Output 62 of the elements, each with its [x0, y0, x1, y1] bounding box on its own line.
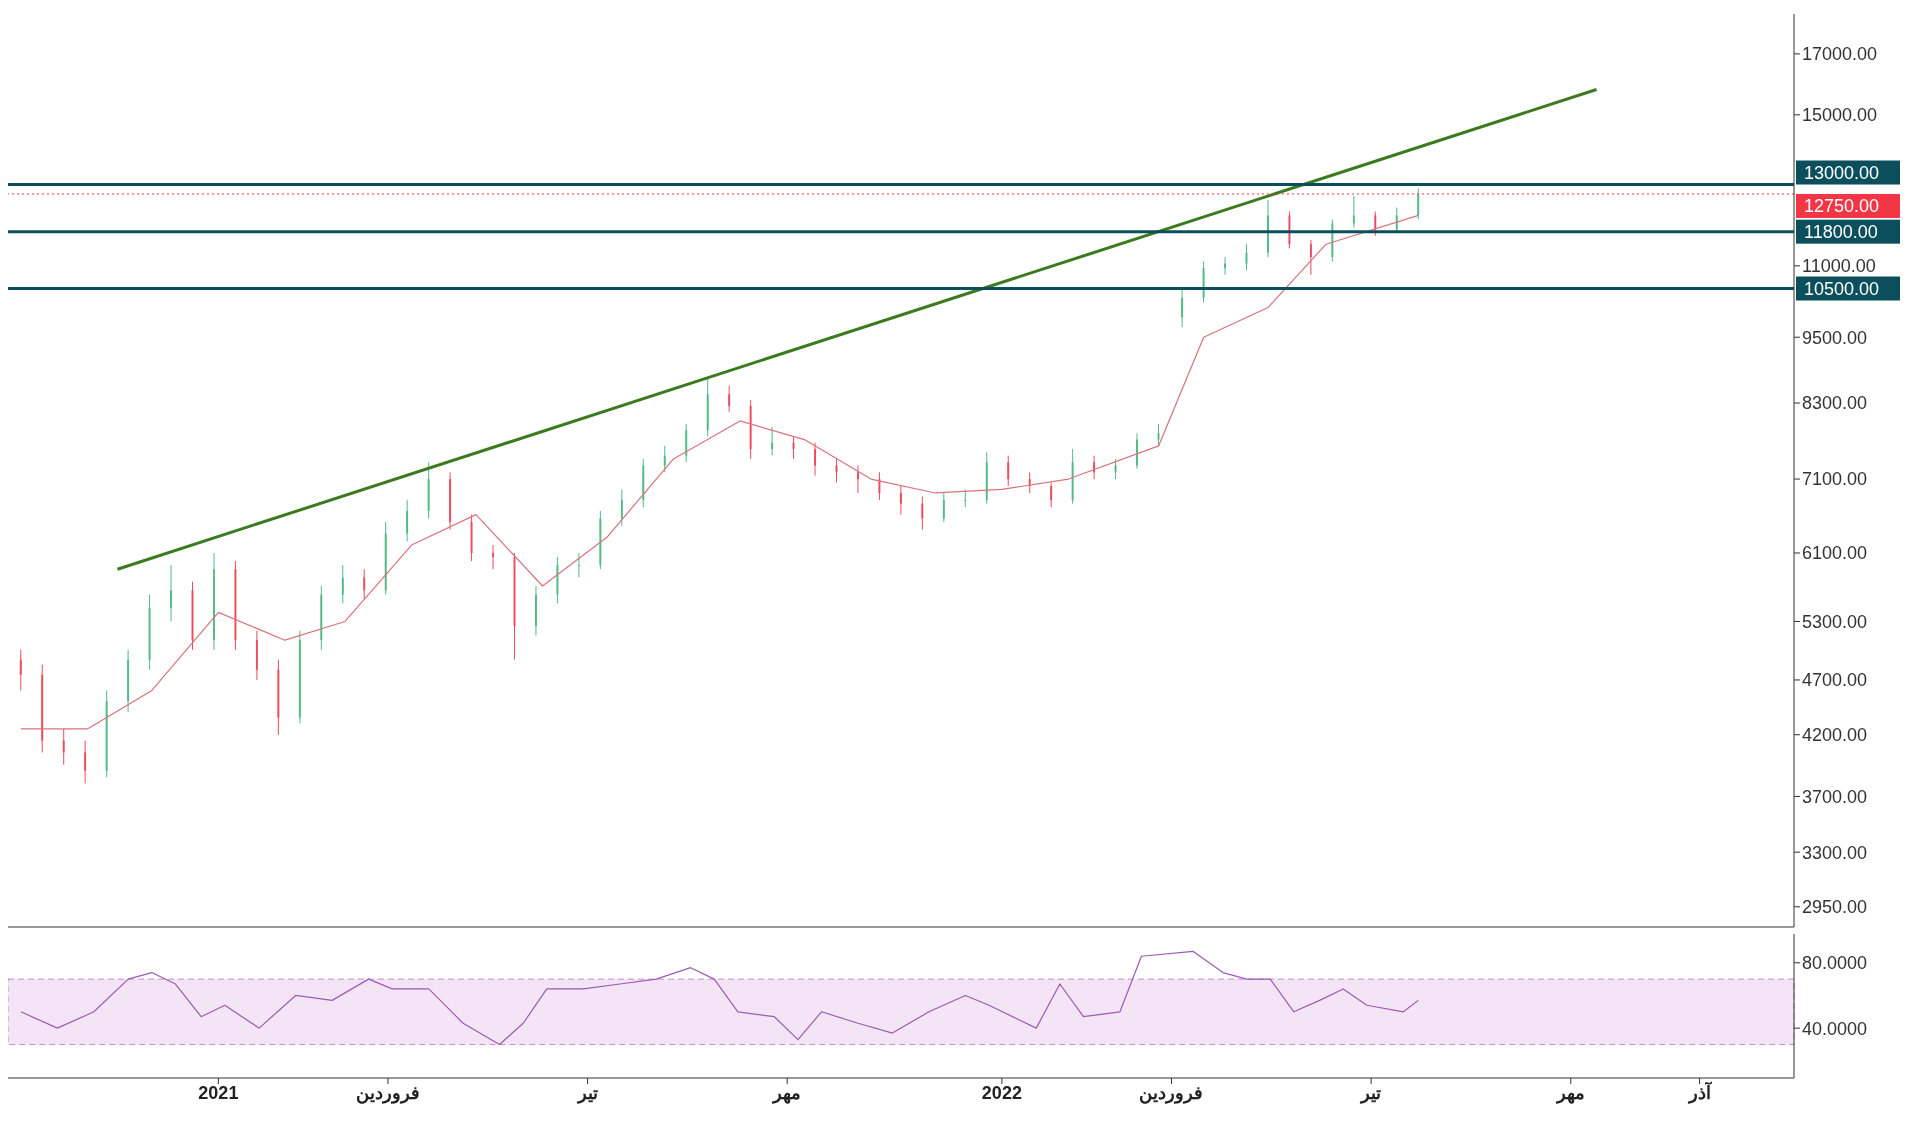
candlestick — [663, 445, 666, 473]
x-tick-label: تیر — [575, 1082, 598, 1104]
candlestick — [170, 564, 172, 622]
candlestick — [1352, 195, 1355, 229]
ref-line-label: 11800.00 — [1804, 221, 1878, 242]
x-tick-label: مهر — [771, 1082, 802, 1104]
y-tick-label: 40.0000 — [1802, 1018, 1868, 1039]
candlestick — [19, 649, 22, 691]
x-tick-label: 2022 — [981, 1082, 1022, 1103]
candlestick — [1417, 187, 1420, 220]
line-series — [20, 950, 1419, 1046]
candlestick — [1395, 207, 1398, 233]
candlestick — [1007, 455, 1010, 487]
y-tick-label: 17000.00 — [1802, 44, 1878, 65]
y-tick-label: 15000.00 — [1802, 105, 1878, 126]
candlestick — [1181, 288, 1184, 328]
y-tick-label: 9500.00 — [1802, 327, 1868, 348]
candlestick — [535, 585, 537, 636]
ref-line-label: 10500.00 — [1804, 278, 1880, 299]
y-tick-label: 3700.00 — [1802, 786, 1868, 807]
candlestick — [213, 552, 215, 651]
y-tick-label: 6100.00 — [1802, 543, 1868, 564]
candlestick — [942, 492, 945, 523]
candlestick — [899, 485, 902, 516]
candlestick — [577, 552, 580, 579]
y-tick-label: 4700.00 — [1802, 670, 1868, 691]
y-tick-label: 8300.00 — [1802, 393, 1868, 414]
y-tick-label: 4200.00 — [1802, 725, 1868, 746]
candlestick — [921, 496, 924, 531]
candlestick — [728, 385, 731, 413]
candlestick — [1309, 239, 1312, 276]
x-tick-label: فروردین — [1139, 1082, 1204, 1104]
y-tick-label: 5300.00 — [1802, 611, 1868, 632]
candlestick — [341, 564, 344, 604]
candlestick — [814, 442, 816, 477]
x-tick-label: تیر — [1359, 1082, 1382, 1104]
y-tick-label: 2950.00 — [1802, 897, 1868, 918]
y-tick-label: 7100.00 — [1802, 469, 1868, 490]
candlestick — [792, 435, 795, 460]
candlestick — [1374, 210, 1377, 237]
x-tick-label: 2021 — [198, 1082, 239, 1103]
candlestick — [492, 544, 494, 570]
candlestick — [1136, 432, 1138, 470]
candlestick — [406, 499, 409, 542]
ref-line-label: 12750.00 — [1804, 195, 1880, 216]
candlestick — [1050, 482, 1053, 508]
candlestick — [1267, 199, 1269, 258]
y-tick-label: 11000.00 — [1802, 256, 1876, 277]
candlestick — [363, 568, 366, 600]
candlestick — [62, 728, 65, 766]
candlestick — [856, 465, 859, 494]
ref-line-label: 13000.00 — [1804, 162, 1880, 183]
y-tick-label: 80.0000 — [1802, 953, 1868, 974]
candlestick — [620, 488, 623, 527]
y-tick-label: 3300.00 — [1802, 842, 1868, 863]
candlestick — [771, 426, 774, 457]
x-tick-label: آذر — [1686, 1080, 1713, 1104]
x-tick-label: فروردین — [355, 1082, 420, 1104]
candlestick — [878, 471, 881, 501]
candlestick — [84, 740, 87, 784]
x-tick-label: مهر — [1554, 1082, 1585, 1104]
candlestick — [1114, 458, 1117, 480]
